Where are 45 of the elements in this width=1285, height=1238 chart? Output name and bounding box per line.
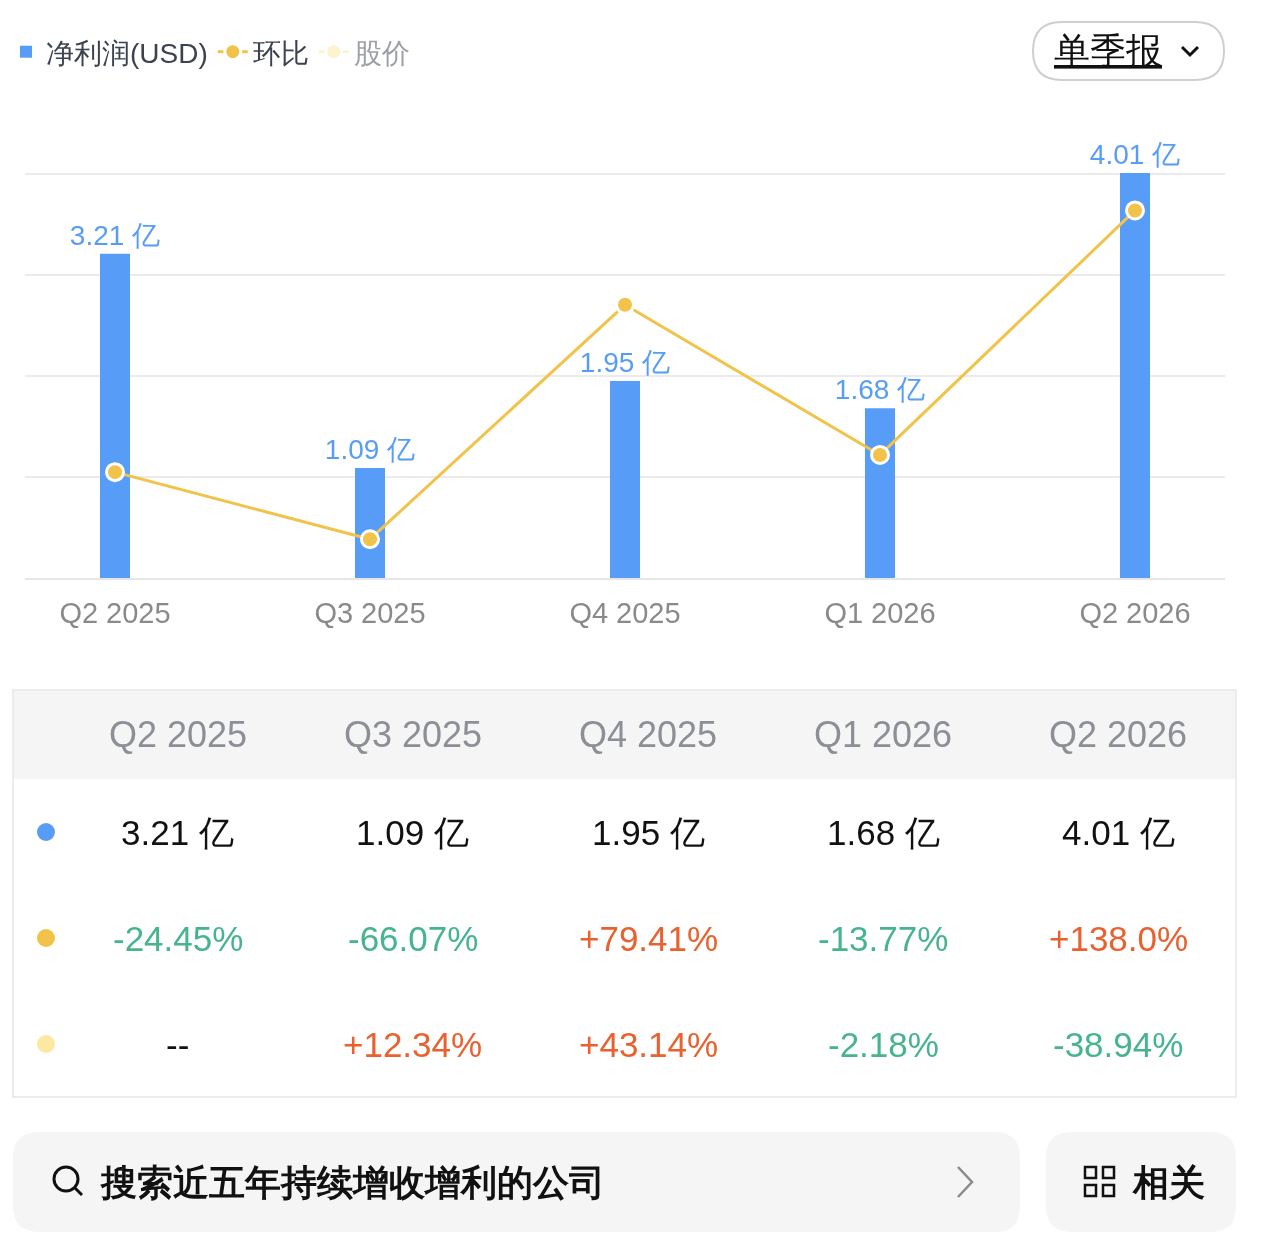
data-label: 1.68 亿 bbox=[827, 813, 940, 852]
text: 3.21 亿 bbox=[69, 219, 161, 251]
data-label: 1.09 亿 bbox=[356, 813, 469, 852]
point bbox=[360, 529, 380, 550]
category-label: Q1 2026 bbox=[814, 714, 953, 755]
text: 相关 bbox=[1132, 1162, 1205, 1203]
text: 1.68 亿 bbox=[834, 374, 926, 406]
data-label: -24.45% bbox=[113, 919, 244, 958]
category-label: Q2 2025 bbox=[109, 714, 248, 755]
text: 4.01 亿 bbox=[1089, 139, 1181, 171]
x-tick-label: Q4 2025 bbox=[569, 596, 681, 629]
x-tick-label: Q2 2026 bbox=[1079, 596, 1191, 629]
data-label: -13.77% bbox=[818, 919, 949, 958]
text: +43.14% bbox=[579, 1025, 719, 1064]
text: 搜索近五年持续增收增利的公司 bbox=[100, 1162, 605, 1203]
point bbox=[615, 294, 635, 315]
data-label: +79.41% bbox=[579, 919, 719, 958]
text: -- bbox=[166, 1025, 190, 1064]
x-tick-label: Q2 2025 bbox=[59, 596, 171, 629]
point bbox=[870, 444, 890, 465]
point bbox=[105, 462, 125, 483]
x-tick-label: Q3 2025 bbox=[314, 596, 426, 629]
data-label: 1.95 亿 bbox=[592, 813, 705, 852]
text: -2.18% bbox=[828, 1025, 939, 1064]
category-label: Q2 2026 bbox=[1049, 714, 1188, 755]
bar bbox=[1120, 173, 1150, 578]
text: 1.09 亿 bbox=[324, 433, 416, 465]
x-tick-label: Q1 2026 bbox=[824, 596, 936, 629]
text: 单季报 bbox=[1054, 30, 1162, 71]
text: 1.95 亿 bbox=[579, 347, 671, 379]
bar bbox=[610, 381, 640, 578]
legend-label: 净利润(USD) bbox=[46, 37, 208, 69]
text: -38.94% bbox=[1053, 1025, 1184, 1064]
data-label: -66.07% bbox=[348, 919, 479, 958]
legend-label: 股价 bbox=[353, 37, 410, 69]
data-label: 4.01 亿 bbox=[1062, 813, 1175, 852]
bar bbox=[865, 408, 895, 578]
point bbox=[1125, 200, 1145, 221]
category-label: Q4 2025 bbox=[579, 714, 718, 755]
bar bbox=[100, 253, 130, 578]
text: +12.34% bbox=[343, 1025, 483, 1064]
data-label: 3.21 亿 bbox=[121, 813, 234, 852]
data-label: +138.0% bbox=[1049, 919, 1189, 958]
category-label: Q3 2025 bbox=[344, 714, 483, 755]
legend-label: 环比 bbox=[252, 37, 309, 69]
